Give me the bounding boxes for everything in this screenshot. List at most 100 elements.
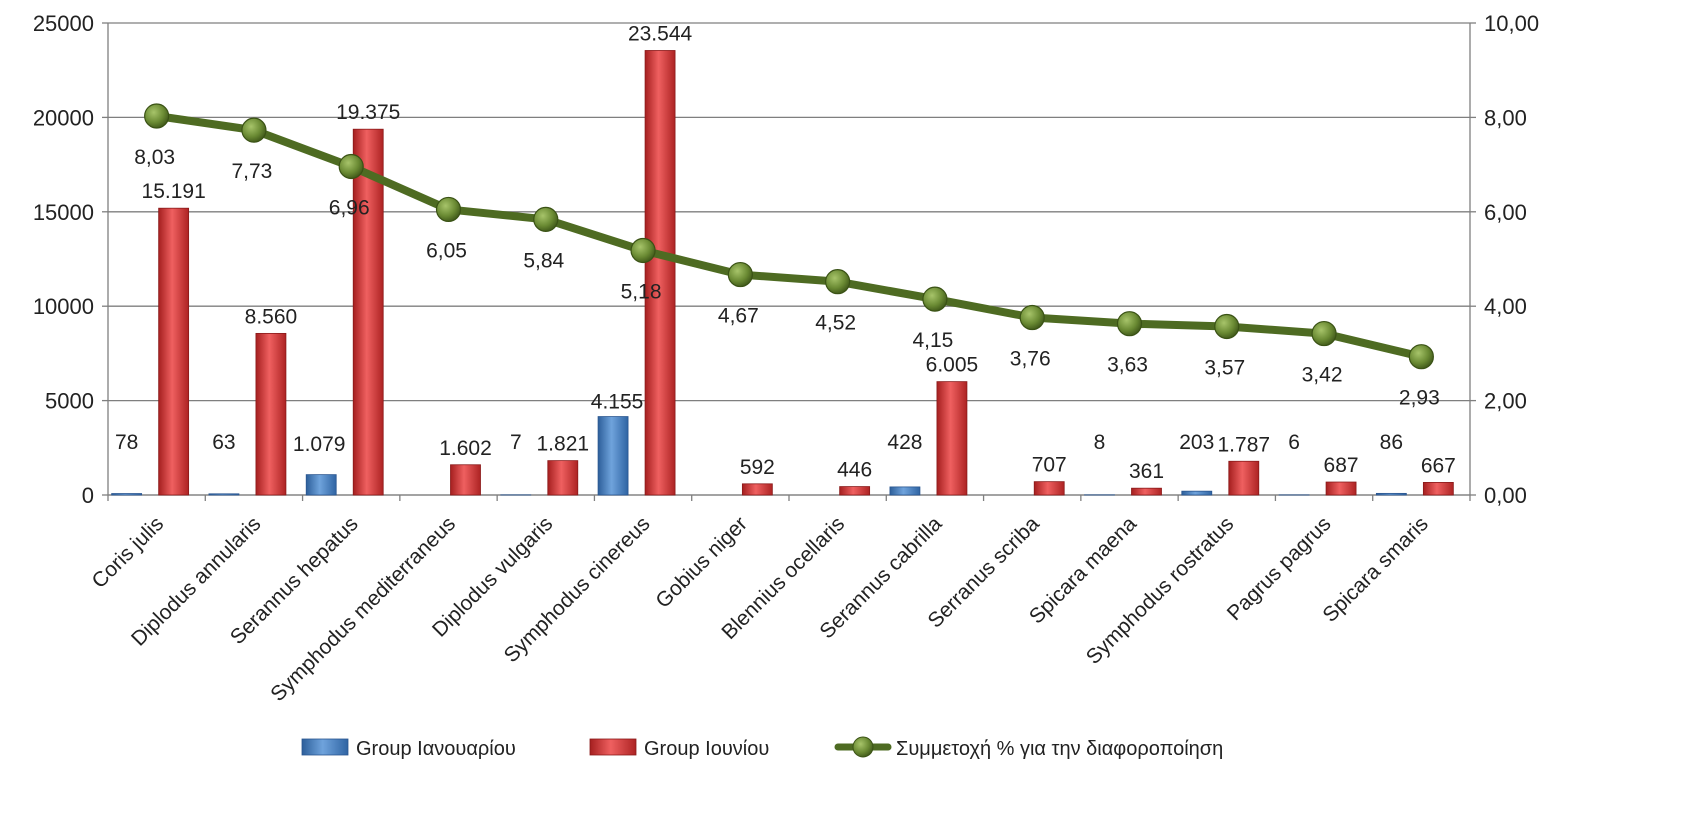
legend-label: Group Ιουνίου bbox=[644, 738, 769, 760]
category-label: Gobius niger bbox=[651, 512, 751, 612]
line-data-label: 4,52 bbox=[815, 312, 856, 335]
bar-data-label: 1.602 bbox=[439, 437, 492, 460]
bar-group-iouniou bbox=[1228, 460, 1260, 496]
category-label: Pagrus pagrus bbox=[1223, 512, 1336, 625]
bar-data-label: 361 bbox=[1129, 460, 1164, 483]
line-marker bbox=[630, 237, 656, 264]
left-axis-tick-label: 25000 bbox=[33, 11, 94, 36]
bar-data-label: 687 bbox=[1324, 454, 1359, 477]
legend-swatch-blue bbox=[301, 738, 349, 756]
bar-group-iouniou bbox=[158, 207, 190, 496]
bar-group-ianouariou bbox=[889, 486, 921, 496]
line-marker bbox=[727, 261, 753, 288]
line-marker bbox=[825, 269, 851, 295]
bar-group-iouniou bbox=[352, 128, 384, 496]
line-data-label: 6,05 bbox=[426, 239, 467, 262]
bar-group-ianouariou bbox=[111, 493, 143, 496]
category-label: Symphodus mediterraneus bbox=[266, 512, 460, 706]
left-axis-tick-label: 0 bbox=[82, 483, 94, 508]
category-label: Coris julis bbox=[88, 512, 169, 593]
bar-group-ianouariou bbox=[1375, 492, 1407, 496]
right-axis-tick-label: 6,00 bbox=[1484, 200, 1527, 225]
right-axis-tick-label: 4,00 bbox=[1484, 294, 1527, 319]
left-axis-tick-label: 15000 bbox=[33, 200, 94, 225]
bar-group-iouniou bbox=[1422, 482, 1454, 496]
bar-data-label: 667 bbox=[1421, 454, 1456, 477]
bar-group-iouniou bbox=[1325, 481, 1357, 496]
bar-data-label: 78 bbox=[115, 431, 138, 454]
bar-group-iouniou bbox=[255, 332, 287, 496]
line-data-label: 3,57 bbox=[1204, 356, 1245, 379]
line-marker bbox=[144, 103, 170, 129]
category-label: Spicara smaris bbox=[1318, 512, 1432, 626]
data-labels: 78 15.191 63 8.560 1.079 19.375 1.602 7 1.8214.1… bbox=[115, 22, 1456, 483]
bar-group-ianouariou bbox=[305, 474, 337, 496]
line-marker bbox=[1408, 344, 1434, 370]
line-data-label: 5,18 bbox=[621, 281, 662, 304]
line-data-label: 3,76 bbox=[1010, 348, 1051, 371]
line-marker bbox=[1214, 313, 1240, 340]
legend-label: Group Ιανουαρίου bbox=[356, 738, 516, 760]
right-axis-tick-label: 2,00 bbox=[1484, 389, 1527, 414]
bar-data-label: 203 bbox=[1179, 431, 1214, 454]
bar-data-label: 1.821 bbox=[537, 433, 590, 456]
bar-data-label: 63 bbox=[212, 431, 235, 454]
bar-data-label: 6.005 bbox=[926, 354, 979, 377]
bar-group-ianouariou bbox=[1181, 490, 1213, 496]
bar-data-label: 7 bbox=[510, 431, 522, 454]
bar-group-iouniou bbox=[936, 381, 968, 496]
line-data-label: 4,67 bbox=[718, 305, 759, 328]
bar-group-iouniou bbox=[1033, 481, 1065, 496]
bar-data-label: 446 bbox=[837, 459, 872, 482]
bar-group-ianouariou bbox=[597, 416, 629, 496]
bar-data-label: 1.787 bbox=[1218, 433, 1271, 456]
line-marker bbox=[533, 206, 559, 232]
line-marker bbox=[1311, 320, 1337, 347]
bar-data-label: 592 bbox=[740, 456, 775, 479]
legend-label: Συμμετοχή % για την διαφοροποίηση bbox=[896, 738, 1223, 760]
right-axis-tick-label: 0,00 bbox=[1484, 483, 1527, 508]
right-axis-tick-label: 8,00 bbox=[1484, 105, 1527, 130]
line-marker bbox=[338, 153, 364, 180]
bar-group-iouniou bbox=[839, 486, 871, 496]
bar-data-label: 23.544 bbox=[628, 22, 693, 45]
bar-data-label: 8.560 bbox=[245, 305, 298, 328]
line-marker bbox=[1116, 311, 1143, 337]
left-axis-tick-label: 5000 bbox=[45, 389, 94, 414]
bar-group-ianouariou bbox=[208, 493, 240, 496]
bars bbox=[111, 50, 1454, 496]
legend-swatch-red bbox=[589, 738, 637, 756]
bar-data-label: 86 bbox=[1380, 431, 1403, 454]
bar-data-label: 19.375 bbox=[336, 101, 400, 124]
bar-data-label: 707 bbox=[1032, 454, 1067, 477]
line-data-label: 2,93 bbox=[1399, 387, 1440, 410]
line-marker bbox=[1019, 304, 1045, 331]
left-axis-tick-label: 10000 bbox=[33, 294, 94, 319]
line-data-label: 4,15 bbox=[912, 329, 953, 352]
bar-data-label: 428 bbox=[887, 431, 922, 454]
legend-swatch-marker bbox=[852, 736, 874, 758]
bar-data-label: 6 bbox=[1288, 431, 1300, 454]
line-data-label: 5,84 bbox=[523, 249, 564, 272]
bar-group-iouniou bbox=[644, 50, 676, 496]
line-data-label: 3,63 bbox=[1107, 354, 1148, 377]
bar-data-label: 1.079 bbox=[293, 433, 346, 456]
gridlines bbox=[108, 22, 1470, 496]
line-series bbox=[144, 103, 1434, 370]
bar-group-iouniou bbox=[547, 460, 579, 496]
line-marker bbox=[922, 286, 948, 312]
left-axis-tick-label: 20000 bbox=[33, 105, 94, 130]
line-data-label: 8,03 bbox=[134, 146, 175, 169]
bar-data-label: 15.191 bbox=[142, 180, 206, 203]
bar-group-iouniou bbox=[1131, 487, 1162, 496]
bar-group-iouniou bbox=[450, 464, 481, 496]
legend: Group Ιανουαρίου Group Ιουνίου Συμμετοχή %… bbox=[301, 736, 1223, 760]
bar-group-iouniou bbox=[741, 483, 773, 496]
line-series-symmetoxi bbox=[152, 111, 1426, 361]
bar-data-label: 8 bbox=[1094, 431, 1106, 454]
right-axis-tick-label: 10,00 bbox=[1484, 11, 1539, 36]
line-marker bbox=[241, 117, 267, 143]
line-data-label: 3,42 bbox=[1302, 364, 1343, 387]
bar-data-label: 4.155 bbox=[591, 391, 644, 414]
